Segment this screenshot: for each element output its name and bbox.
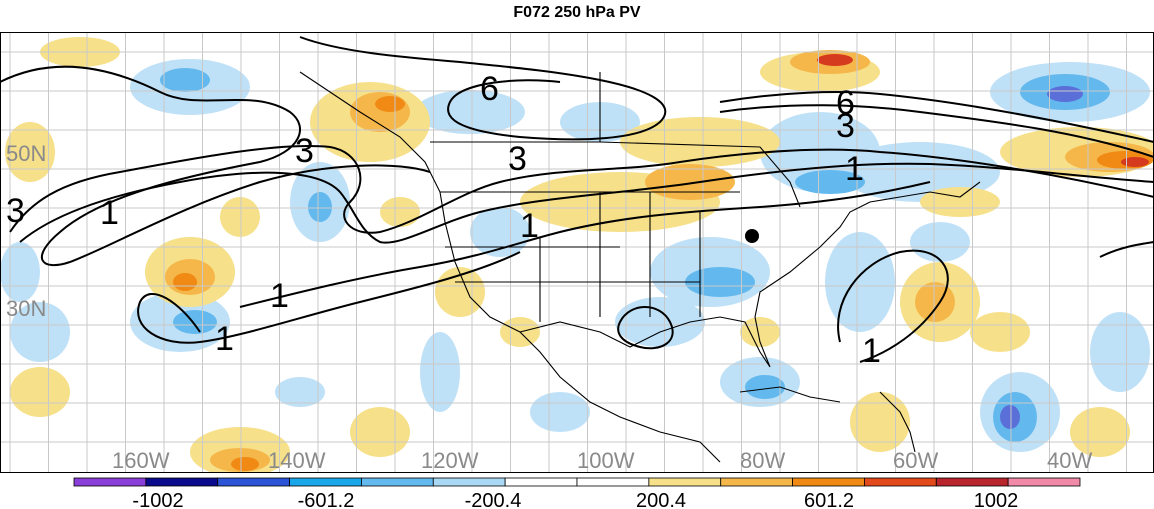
location-marker [745, 229, 759, 243]
pv-contours [0, 36, 1154, 363]
contour-label-1c: 1 [215, 320, 234, 358]
latitude-labels: 50N 30N [6, 141, 46, 321]
contour-label-1d: 1 [520, 207, 539, 245]
contour-label-3a: 3 [295, 132, 314, 170]
contour-label-6b: 6 [836, 84, 855, 122]
colorbar-swatch [289, 477, 362, 487]
contour-label-1a: 1 [100, 194, 119, 232]
colorbar-swatches [73, 477, 1081, 487]
colorbar-swatch [792, 477, 865, 487]
contour-label-1e: 1 [845, 150, 864, 188]
colorbar-swatch [648, 477, 722, 487]
lat-lon-grid [0, 32, 1154, 473]
colorbar-label-6: 1002 [974, 490, 1019, 509]
lat-label-50n: 50N [6, 141, 46, 166]
contour-label-3d: 3 [6, 192, 25, 230]
contour-label-3c: 3 [836, 107, 855, 145]
pv-anomaly-shading [0, 37, 1154, 473]
colorbar-swatch [432, 477, 506, 487]
colorbar-swatch [935, 477, 1009, 487]
colorbar-swatch [73, 477, 147, 487]
pv-map: 6 6 3 3 3 3 1 1 1 1 1 1 50N 30N 160W 140… [0, 32, 1154, 473]
contour-labels: 6 6 3 3 3 3 1 1 1 1 1 1 [6, 70, 881, 370]
colorbar-label-5: 601.2 [804, 490, 854, 509]
coastlines [299, 71, 981, 463]
colorbar-swatch [145, 477, 219, 487]
colorbar-swatch [720, 477, 793, 487]
colorbar-swatch [504, 477, 578, 487]
lon-label-140w: 140W [268, 448, 326, 473]
colorbar-label-1: -1002 [132, 490, 183, 509]
colorbar-label-3: -200.4 [465, 490, 522, 509]
colorbar-label-4: 200.4 [636, 490, 686, 509]
lon-label-120w: 120W [421, 448, 479, 473]
lon-label-160w: 160W [112, 448, 170, 473]
lon-label-100w: 100W [577, 448, 635, 473]
lon-label-60w: 60W [893, 448, 938, 473]
contour-label-3b: 3 [508, 140, 527, 178]
colorbar-swatch [1007, 477, 1081, 487]
colorbar-swatch [217, 477, 290, 487]
colorbar-labels: -1002 -601.2 -200.4 200.4 601.2 1002 [132, 490, 1018, 509]
contour-label-1b: 1 [270, 277, 289, 315]
lon-label-40w: 40W [1047, 448, 1092, 473]
map-title: F072 250 hPa PV [513, 4, 641, 21]
contour-label-6a: 6 [480, 70, 499, 108]
lon-label-80w: 80W [740, 448, 785, 473]
colorbar-swatch [576, 477, 650, 487]
colorbar-swatch [361, 477, 434, 487]
colorbar-label-2: -601.2 [298, 490, 355, 509]
colorbar: -1002 -601.2 -200.4 200.4 601.2 1002 [73, 477, 1081, 509]
longitude-labels: 160W 140W 120W 100W 80W 60W 40W [112, 448, 1092, 473]
lat-label-30n: 30N [6, 296, 46, 321]
colorbar-swatch [864, 477, 937, 487]
contour-label-1f: 1 [862, 332, 881, 370]
